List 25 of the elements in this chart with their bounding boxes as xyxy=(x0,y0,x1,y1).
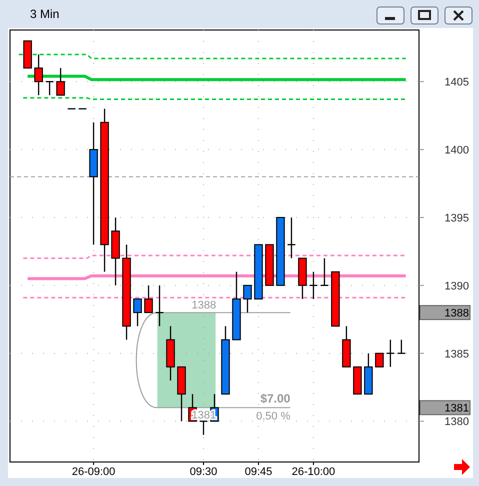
y-tick-label: 1405 xyxy=(444,76,469,89)
ref-line-label: 1388 xyxy=(192,300,216,312)
y-tick-label: 1390 xyxy=(444,280,469,292)
candlestick xyxy=(56,67,65,96)
text: 1388 xyxy=(444,308,469,320)
candlestick xyxy=(133,298,142,327)
candlestick xyxy=(34,54,43,96)
y-tick-label: 1395 xyxy=(444,212,469,224)
text: 1381 xyxy=(444,402,469,415)
x-tick-label: 09:30 xyxy=(190,466,218,478)
y-tick-label: 1400 xyxy=(444,144,469,157)
x-tick-label: 26-09:00 xyxy=(72,466,116,478)
candlestick xyxy=(243,284,252,314)
candlestick xyxy=(199,420,208,436)
annotation: 0.50 % xyxy=(256,410,291,423)
x-tick-label: 26-10:00 xyxy=(292,466,336,478)
candlestick xyxy=(396,339,406,354)
candlestick xyxy=(144,284,153,314)
chart-title: 3 Min xyxy=(30,7,60,21)
y-tick-label: 1380 xyxy=(444,416,469,428)
x-tick-label: 09:45 xyxy=(244,466,272,478)
annotation: $7.00 xyxy=(260,392,291,406)
y-tick-label: 1385 xyxy=(444,348,469,360)
candlestick xyxy=(386,339,395,368)
candlestick xyxy=(375,352,384,368)
